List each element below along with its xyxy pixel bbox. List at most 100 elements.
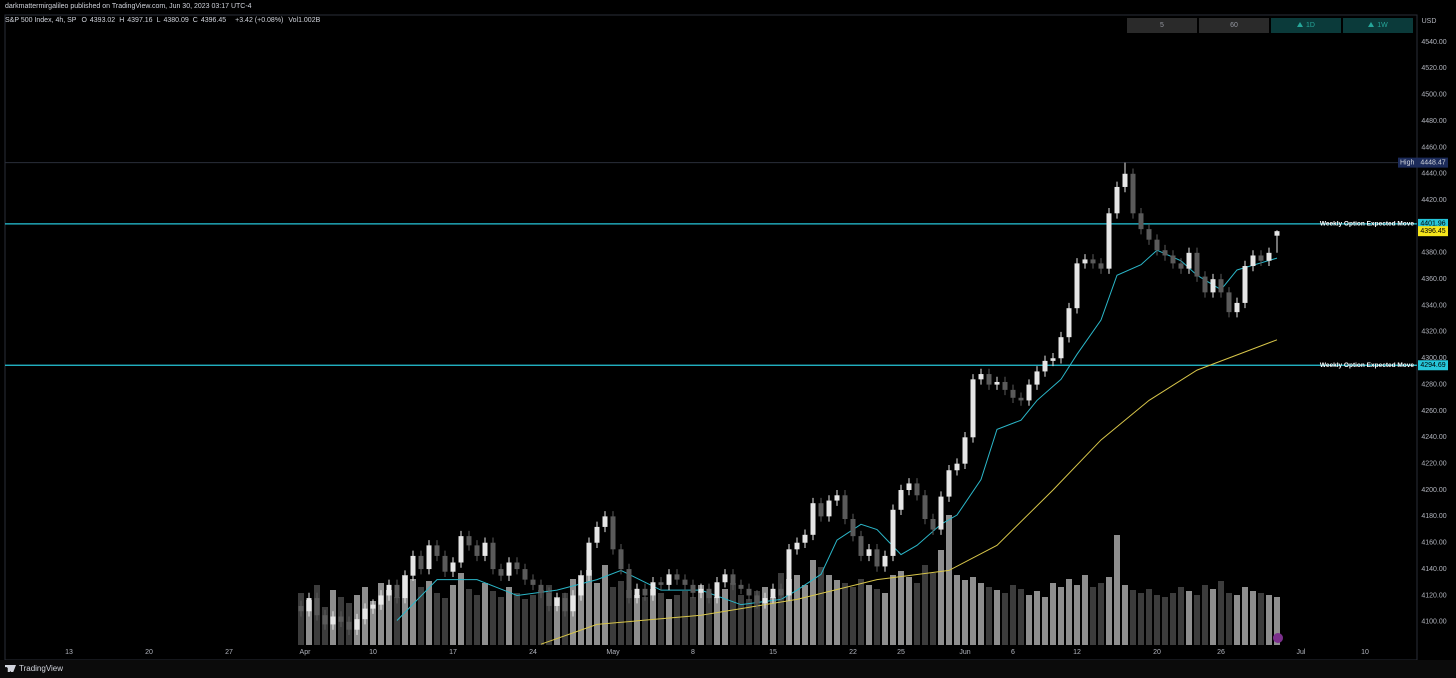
change: +3.42 (+0.08%) xyxy=(235,17,284,24)
candle-body xyxy=(906,483,912,491)
volume-bar xyxy=(706,593,712,645)
candle-body xyxy=(466,536,472,546)
volume-bar xyxy=(418,587,424,645)
volume-bar xyxy=(722,589,728,645)
event-icon[interactable] xyxy=(1273,633,1283,643)
volume-bar xyxy=(1250,591,1256,645)
candle-body xyxy=(610,516,616,550)
timeframe-button[interactable]: 1D xyxy=(1271,18,1341,33)
volume-bar xyxy=(634,595,640,645)
timeframe-button[interactable]: 1W xyxy=(1343,18,1413,33)
candle-body xyxy=(1250,255,1256,267)
indicator-line xyxy=(396,249,1278,621)
candle-body xyxy=(986,374,992,385)
volume-bar xyxy=(922,565,928,645)
y-tick-label: 4440.00 xyxy=(1421,171,1446,178)
candle-body xyxy=(522,569,528,580)
candle-body xyxy=(386,584,392,596)
volume-bar xyxy=(778,573,784,645)
candle-body xyxy=(1258,255,1264,261)
x-tick-label: 15 xyxy=(769,649,777,656)
candle-body xyxy=(714,582,720,599)
volume-bar xyxy=(786,579,792,645)
volume-bar xyxy=(466,589,472,645)
publisher: darkmattermirgalileo published on Tradin… xyxy=(5,3,252,10)
volume-text: Vol1.002B xyxy=(288,17,321,24)
volume-bar xyxy=(586,570,592,645)
volume-bar xyxy=(1162,597,1168,645)
volume-bar xyxy=(1010,585,1016,645)
candle-body xyxy=(762,598,768,604)
level-label: Weekly Option Expected Move xyxy=(1320,221,1415,228)
candle-body xyxy=(634,588,640,599)
y-tick-label: 4140.00 xyxy=(1421,566,1446,573)
candle-body xyxy=(1026,384,1032,401)
y-tick-label: 4360.00 xyxy=(1421,276,1446,283)
volume-bar xyxy=(602,565,608,645)
timeframe-button[interactable]: 60 xyxy=(1199,18,1269,33)
candle-body xyxy=(1170,255,1176,264)
volume-bar xyxy=(850,587,856,645)
volume-bar xyxy=(754,591,760,645)
ohlc-prefix: C xyxy=(192,17,198,24)
candle-body xyxy=(618,549,624,570)
ohlc-value: 4397.16 xyxy=(127,17,153,24)
volume-bar xyxy=(474,595,480,645)
y-tick-label: 4260.00 xyxy=(1421,408,1446,415)
volume-bar xyxy=(1066,579,1072,645)
volume-bar xyxy=(714,597,720,645)
y-tick-label: 4540.00 xyxy=(1421,39,1446,46)
candle-body xyxy=(826,500,832,517)
candle-body xyxy=(1138,213,1144,230)
x-tick-label: 8 xyxy=(691,649,695,656)
candle-body xyxy=(850,519,856,537)
y-tick-label: 4180.00 xyxy=(1421,513,1446,520)
candle-body xyxy=(530,579,536,585)
ohlc-prefix: L xyxy=(156,17,161,24)
candle-body xyxy=(1186,252,1192,269)
candle-body xyxy=(1082,259,1088,264)
y-tick-label: 4120.00 xyxy=(1421,592,1446,599)
volume-bar xyxy=(898,571,904,645)
candle-body xyxy=(922,495,928,520)
candle-body xyxy=(458,536,464,563)
candle-body xyxy=(434,545,440,556)
volume-bar xyxy=(1114,535,1120,645)
candle-body xyxy=(1066,308,1072,338)
volume-bar xyxy=(770,597,776,645)
candle-body xyxy=(1178,263,1184,269)
x-tick-label: May xyxy=(606,649,620,656)
candle-body xyxy=(402,575,408,599)
volume-bar xyxy=(546,585,552,645)
volume-bar xyxy=(1186,591,1192,645)
candle-body xyxy=(1002,381,1008,390)
volume-bar xyxy=(626,590,632,645)
ohlc-value: 4396.45 xyxy=(200,17,227,24)
level-label: Weekly Option Expected Move xyxy=(1320,362,1415,369)
candle-body xyxy=(362,608,368,620)
volume-bar xyxy=(674,595,680,645)
x-tick-label: 10 xyxy=(369,649,377,656)
volume-bar xyxy=(762,587,768,645)
candle-body xyxy=(1242,266,1248,303)
volume-bar xyxy=(978,583,984,645)
candle-body xyxy=(658,582,664,585)
volume-bar xyxy=(946,515,952,645)
volume-bar xyxy=(1130,590,1136,645)
x-tick-label: 13 xyxy=(65,649,73,656)
volume-bar xyxy=(562,593,568,645)
ohlc-value: 4393.02 xyxy=(89,17,116,24)
volume-bar xyxy=(426,581,432,645)
x-tick-label: 25 xyxy=(897,649,905,656)
volume-bar xyxy=(530,595,536,645)
y-tick-label: 4280.00 xyxy=(1421,381,1446,388)
candle-body xyxy=(474,545,480,556)
y-tick-label: 4420.00 xyxy=(1421,197,1446,204)
timeframe-button[interactable]: 5 xyxy=(1127,18,1197,33)
candle-body xyxy=(1130,173,1136,214)
volume-bar xyxy=(386,590,392,645)
volume-bar xyxy=(986,587,992,645)
candle-body xyxy=(506,562,512,576)
volume-bar xyxy=(690,597,696,645)
volume-bar xyxy=(874,589,880,645)
